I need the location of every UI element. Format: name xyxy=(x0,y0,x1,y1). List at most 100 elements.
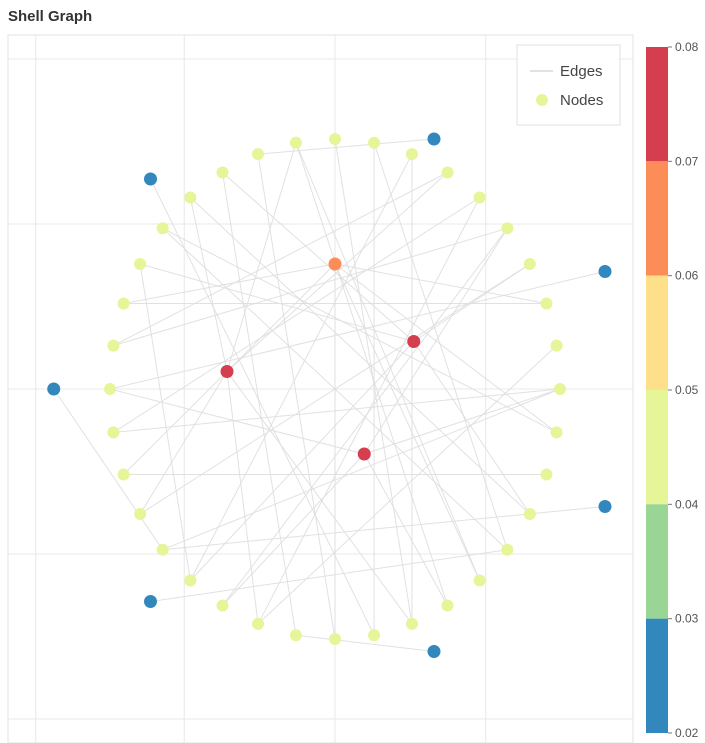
node-middle xyxy=(550,426,563,439)
node-middle xyxy=(107,426,120,439)
node-middle xyxy=(156,222,169,235)
node-middle xyxy=(117,468,130,481)
colorbar-band xyxy=(646,618,668,733)
node-middle xyxy=(368,629,381,642)
edge xyxy=(363,228,508,455)
node-middle xyxy=(329,133,341,145)
node-middle xyxy=(289,629,302,642)
node-middle xyxy=(501,543,514,556)
edge xyxy=(190,197,531,515)
node-middle xyxy=(523,508,536,520)
node-middle xyxy=(405,148,418,161)
node-outer xyxy=(427,645,441,658)
node-middle xyxy=(329,633,341,645)
edge xyxy=(113,388,561,433)
edge xyxy=(363,453,448,606)
edge xyxy=(190,341,415,581)
node-middle xyxy=(550,339,563,352)
node-outer xyxy=(144,172,157,186)
node-middle xyxy=(540,468,553,481)
colorbar-tick-label: 0.07 xyxy=(675,154,699,168)
node-middle xyxy=(216,599,229,612)
node-middle xyxy=(156,543,169,556)
edges-layer xyxy=(53,138,606,652)
chart-title: Shell Graph xyxy=(8,8,93,25)
legend-nodes-swatch xyxy=(536,94,548,106)
edge xyxy=(113,172,448,347)
edge xyxy=(123,263,336,304)
edge xyxy=(334,263,557,433)
colorbar-tick-label: 0.06 xyxy=(675,269,699,283)
edge xyxy=(257,345,557,625)
edge xyxy=(257,197,481,625)
edge xyxy=(226,172,448,372)
edge xyxy=(222,453,365,606)
node-middle xyxy=(117,297,130,310)
node-middle xyxy=(104,383,116,395)
edge xyxy=(162,388,561,551)
edge xyxy=(226,371,413,625)
legend-edges-label: Edges xyxy=(560,63,603,80)
edge xyxy=(334,138,413,625)
node-middle xyxy=(184,191,197,204)
edge xyxy=(140,263,414,342)
edge xyxy=(222,228,508,606)
node-middle xyxy=(540,297,553,310)
edge xyxy=(139,371,228,515)
edge xyxy=(222,172,415,342)
edge xyxy=(113,197,480,433)
edge xyxy=(334,263,481,581)
node-middle xyxy=(441,166,454,179)
edge xyxy=(189,153,413,581)
node-outer xyxy=(598,265,612,278)
edge xyxy=(295,142,481,581)
legend-nodes-label: Nodes xyxy=(560,92,603,109)
edge xyxy=(162,227,557,433)
node-outer xyxy=(427,132,441,146)
colorbar-tick-label: 0.03 xyxy=(675,612,699,626)
colorbar-band xyxy=(646,275,668,390)
edge xyxy=(162,227,508,551)
edge xyxy=(364,388,561,455)
node-middle xyxy=(134,258,147,270)
node-outer xyxy=(144,595,157,608)
edge xyxy=(222,172,297,636)
colorbar-tick-label: 0.04 xyxy=(675,497,699,511)
node-middle xyxy=(368,136,381,149)
edge xyxy=(373,142,508,550)
edge xyxy=(189,197,228,372)
colorbar-tick-label: 0.02 xyxy=(675,726,699,740)
node-outer xyxy=(47,382,61,396)
colorbar-band xyxy=(646,390,668,505)
node-middle xyxy=(523,258,536,270)
node-inner xyxy=(220,365,234,378)
edge xyxy=(334,263,547,304)
legend: Edges Nodes xyxy=(516,44,621,126)
edge xyxy=(226,371,259,624)
node-inner xyxy=(328,257,342,271)
edge xyxy=(150,549,508,602)
node-middle xyxy=(289,136,302,149)
node-middle xyxy=(473,574,486,587)
node-middle xyxy=(107,339,120,352)
colorbar-tick-label: 0.05 xyxy=(675,383,699,397)
edge xyxy=(295,634,435,652)
colorbar-band xyxy=(646,47,668,162)
node-middle xyxy=(252,148,265,161)
node-middle xyxy=(441,599,454,612)
node-middle xyxy=(554,383,566,395)
edge xyxy=(53,388,164,550)
node-inner xyxy=(407,335,421,348)
node-middle xyxy=(216,166,229,179)
node-middle xyxy=(252,617,265,630)
node-outer xyxy=(598,500,612,513)
edge xyxy=(258,138,435,155)
node-inner xyxy=(357,447,371,461)
nodes-layer xyxy=(47,132,612,658)
legend-box xyxy=(516,44,621,126)
node-middle xyxy=(134,508,147,520)
colorbar-band xyxy=(646,504,668,619)
edge xyxy=(150,178,375,636)
edge xyxy=(413,341,531,515)
